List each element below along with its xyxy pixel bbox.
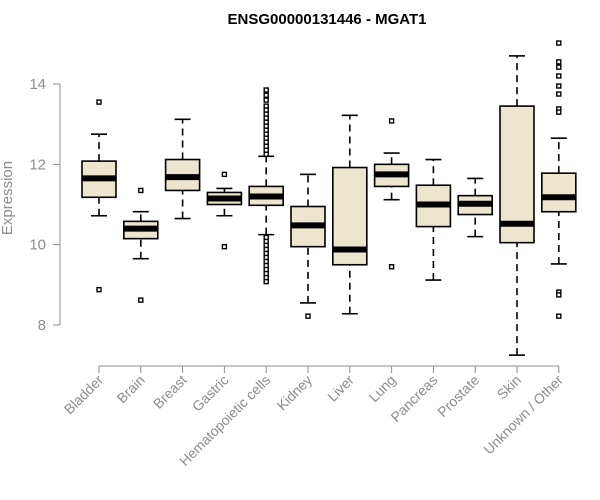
x-tick-label: Lung [365,372,398,405]
x-tick-label: Breast [150,372,190,412]
boxes [81,40,577,356]
x-tick-label: Liver [324,372,357,405]
box-iqr [540,172,577,213]
outlier-point [556,73,562,79]
box-group [164,118,201,220]
y-tick-label: 12 [29,156,46,173]
outlier-point [138,187,144,194]
x-tick-label: Brain [113,372,147,406]
outlier-point [556,313,562,319]
box-group [290,173,326,319]
box-iqr [499,105,535,244]
box-group [499,55,535,356]
x-tick-label: Kidney [274,372,316,414]
y-tick-label: 10 [29,237,46,254]
x-tick-label: Unknown / Other [480,372,566,458]
box-group [331,114,368,315]
y-tick-label: 8 [38,317,46,334]
outlier-point [221,243,228,250]
x-tick-label: Prostate [434,372,482,420]
outlier-point [263,151,269,157]
outlier-point [388,118,395,124]
y-tick-label: 14 [29,76,46,93]
outlier-point [138,297,144,303]
x-tick-label: Skin [494,372,525,403]
chart-title: ENSG00000131446 - MGAT1 [228,11,427,28]
outlier-point [556,109,562,115]
box-group [540,40,577,319]
outlier-point [263,278,269,285]
outlier-point [556,83,562,89]
outlier-point [388,264,395,270]
box-group [81,99,117,293]
outlier-point [263,87,269,93]
y-axis-label: Expression [0,161,16,235]
outlier-point [556,59,562,65]
box-group [415,158,452,281]
box-group [123,187,159,303]
outlier-point [263,97,269,103]
box-group [206,171,243,250]
outlier-point [305,313,311,319]
box-group [248,87,284,285]
box-group [457,177,494,238]
outlier-point [556,91,562,97]
outlier-point [556,64,562,70]
outlier-point [556,40,562,46]
outlier-point [96,99,102,105]
box-group [373,118,410,270]
outlier-point [221,171,228,178]
outlier-point [263,92,269,98]
x-tick-label: Bladder [61,372,107,418]
outlier-point [556,292,562,298]
outlier-point [96,286,102,293]
y-axis: 8 10 12 14 [29,76,61,334]
